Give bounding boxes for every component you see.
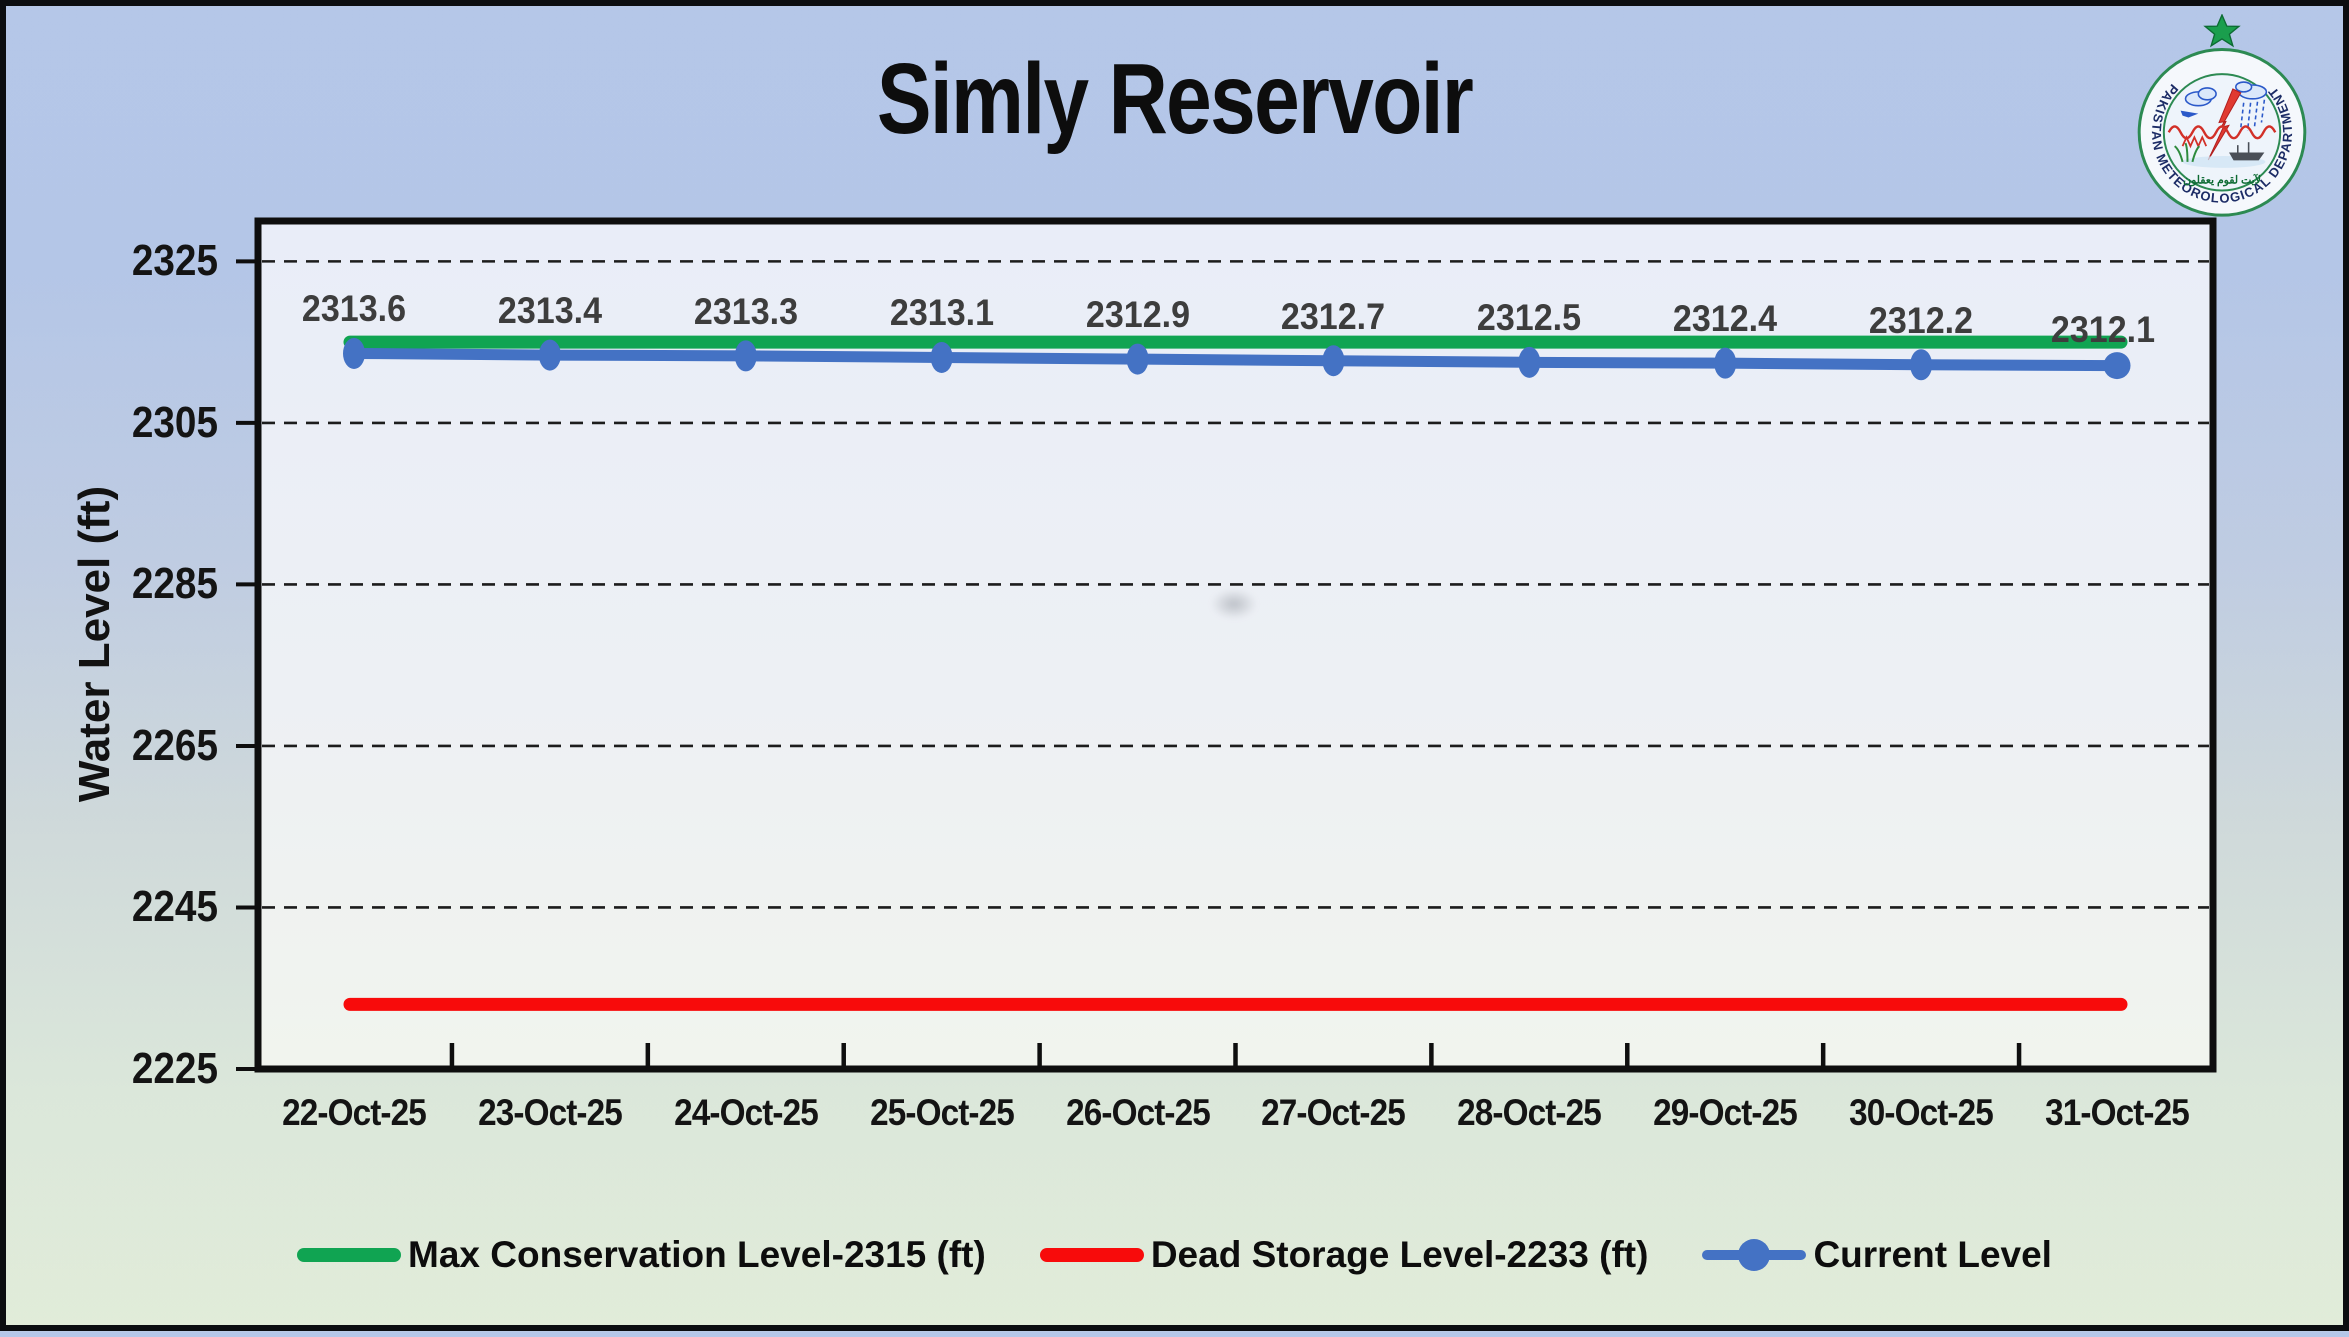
plot-border [254, 217, 2217, 1073]
rain-icon [2239, 99, 2266, 131]
seismic-squiggle-icon [2181, 135, 2208, 149]
chart-legend: Max Conservation Level-2315 (ft) Dead St… [6, 1234, 2343, 1276]
airplane-icon [2180, 110, 2199, 118]
data-point-marker [1126, 343, 1149, 375]
data-point-marker [1910, 349, 1933, 381]
logo-arabic-text: لآيت لقوم يعقلون [2183, 173, 2261, 187]
data-point-marker [538, 339, 561, 371]
marker-dot-icon [1738, 1239, 1771, 1271]
current-level-marker-swatch [1702, 1238, 1807, 1272]
page-title: Simly Reservoir [876, 43, 1474, 155]
data-point-marker [343, 337, 365, 369]
chart-canvas [236, 217, 2217, 1073]
legend-item-dead-storage: Dead Storage Level-2233 (ft) [1039, 1234, 1649, 1276]
lightning-icon [2207, 88, 2242, 161]
legend-label: Current Level [1813, 1234, 2052, 1275]
legend-label: Dead Storage Level-2233 (ft) [1150, 1234, 1649, 1275]
legend-item-current-level: Current Level [1702, 1234, 2052, 1276]
ship-icon [2229, 142, 2265, 161]
legend-label: Max Conservation Level-2315 (ft) [408, 1234, 986, 1275]
pmd-logo: PAKISTAN METEOROLOGICAL DEPARTMENT لآيت … [2137, 14, 2307, 217]
data-point-marker [1518, 346, 1541, 378]
dead-storage-line-swatch [1039, 1248, 1144, 1262]
max-conservation-line-swatch [297, 1248, 402, 1262]
current-level-line [348, 347, 2123, 372]
star-icon [2203, 14, 2241, 48]
grass-icon [2174, 142, 2201, 163]
data-point-marker [1322, 345, 1345, 377]
data-point-marker [930, 341, 953, 373]
smudge-artifact [1211, 589, 1257, 619]
legend-item-max-conservation: Max Conservation Level-2315 (ft) [297, 1234, 986, 1276]
data-point-marker [734, 340, 757, 372]
data-point-marker [1714, 347, 1737, 379]
data-point-marker [2103, 352, 2131, 380]
